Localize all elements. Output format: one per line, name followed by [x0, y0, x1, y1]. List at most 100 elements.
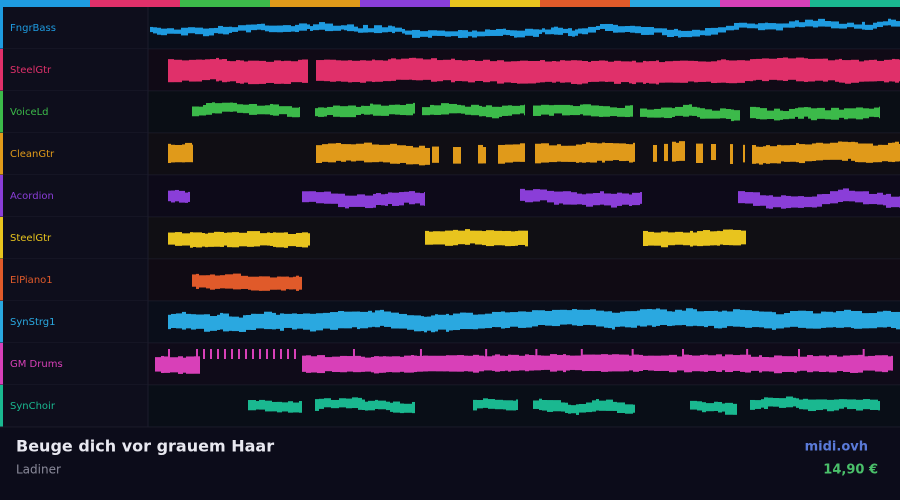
note: [875, 355, 882, 372]
note: [819, 355, 826, 373]
note: [243, 315, 246, 332]
note: [563, 354, 566, 373]
note: [716, 354, 722, 372]
note: [576, 404, 579, 415]
note: [680, 60, 688, 83]
note: [495, 311, 501, 328]
note: [676, 142, 679, 162]
note: [808, 399, 816, 412]
note: [458, 30, 462, 38]
note: [577, 309, 583, 326]
drum-hit: [259, 349, 261, 359]
notes: [155, 349, 893, 374]
note: [297, 313, 303, 329]
note: [324, 59, 330, 82]
note: [586, 142, 590, 163]
note: [817, 107, 825, 119]
note: [388, 25, 392, 32]
note: [823, 143, 830, 160]
note: [363, 24, 368, 33]
note: [618, 26, 625, 33]
note: [675, 231, 683, 245]
note: [672, 141, 676, 162]
note: [248, 60, 252, 85]
note: [629, 355, 633, 371]
note: [336, 142, 341, 161]
note: [888, 356, 891, 371]
note: [547, 400, 553, 412]
note: [629, 61, 632, 84]
note: [631, 311, 637, 328]
note: [232, 27, 238, 32]
note: [277, 276, 281, 290]
note: [356, 106, 361, 116]
note: [632, 192, 640, 206]
note: [813, 356, 819, 372]
note: [588, 61, 591, 83]
note: [862, 21, 865, 30]
note: [740, 354, 745, 372]
note: [834, 399, 839, 411]
label-bg: [0, 91, 148, 133]
note: [498, 144, 505, 164]
note: [374, 25, 382, 34]
note: [236, 60, 240, 84]
note: [391, 312, 399, 329]
note: [541, 355, 544, 371]
note: [391, 58, 396, 81]
note: [453, 229, 458, 246]
note: [494, 230, 502, 246]
note: [190, 232, 193, 248]
note: [490, 29, 496, 36]
drum-hit: [419, 349, 422, 359]
note: [602, 142, 605, 163]
note: [298, 59, 302, 83]
note: [869, 59, 874, 82]
note: [639, 354, 643, 371]
note: [327, 106, 333, 116]
note: [787, 356, 794, 372]
note: [590, 309, 596, 326]
note: [192, 274, 196, 287]
note: [630, 105, 633, 117]
note: [641, 26, 649, 35]
note: [455, 60, 462, 82]
note: [397, 145, 400, 164]
note: [296, 232, 302, 247]
note: [434, 105, 441, 115]
note: [747, 23, 755, 29]
note: [582, 143, 586, 163]
note: [673, 60, 680, 83]
note: [485, 29, 490, 37]
note: [205, 233, 208, 248]
note: [582, 194, 586, 205]
note: [449, 103, 457, 114]
top-strip-segment: [540, 0, 630, 7]
note: [720, 108, 726, 119]
note: [499, 106, 502, 117]
note: [779, 398, 786, 408]
note: [182, 60, 189, 81]
note: [390, 402, 393, 412]
note: [423, 59, 431, 80]
note: [373, 193, 376, 208]
note: [866, 143, 873, 163]
note: [782, 356, 787, 372]
note: [199, 275, 206, 288]
note: [620, 311, 625, 327]
note: [844, 309, 851, 328]
note: [375, 310, 380, 328]
note: [896, 311, 900, 330]
note: [315, 108, 318, 117]
note: [533, 189, 540, 202]
note: [711, 61, 717, 84]
note: [863, 108, 869, 119]
note: [891, 355, 893, 371]
note: [789, 108, 795, 119]
note: [524, 104, 525, 116]
note: [629, 144, 633, 163]
note: [361, 105, 364, 114]
note: [186, 313, 191, 329]
note: [220, 312, 223, 330]
note: [188, 27, 195, 34]
